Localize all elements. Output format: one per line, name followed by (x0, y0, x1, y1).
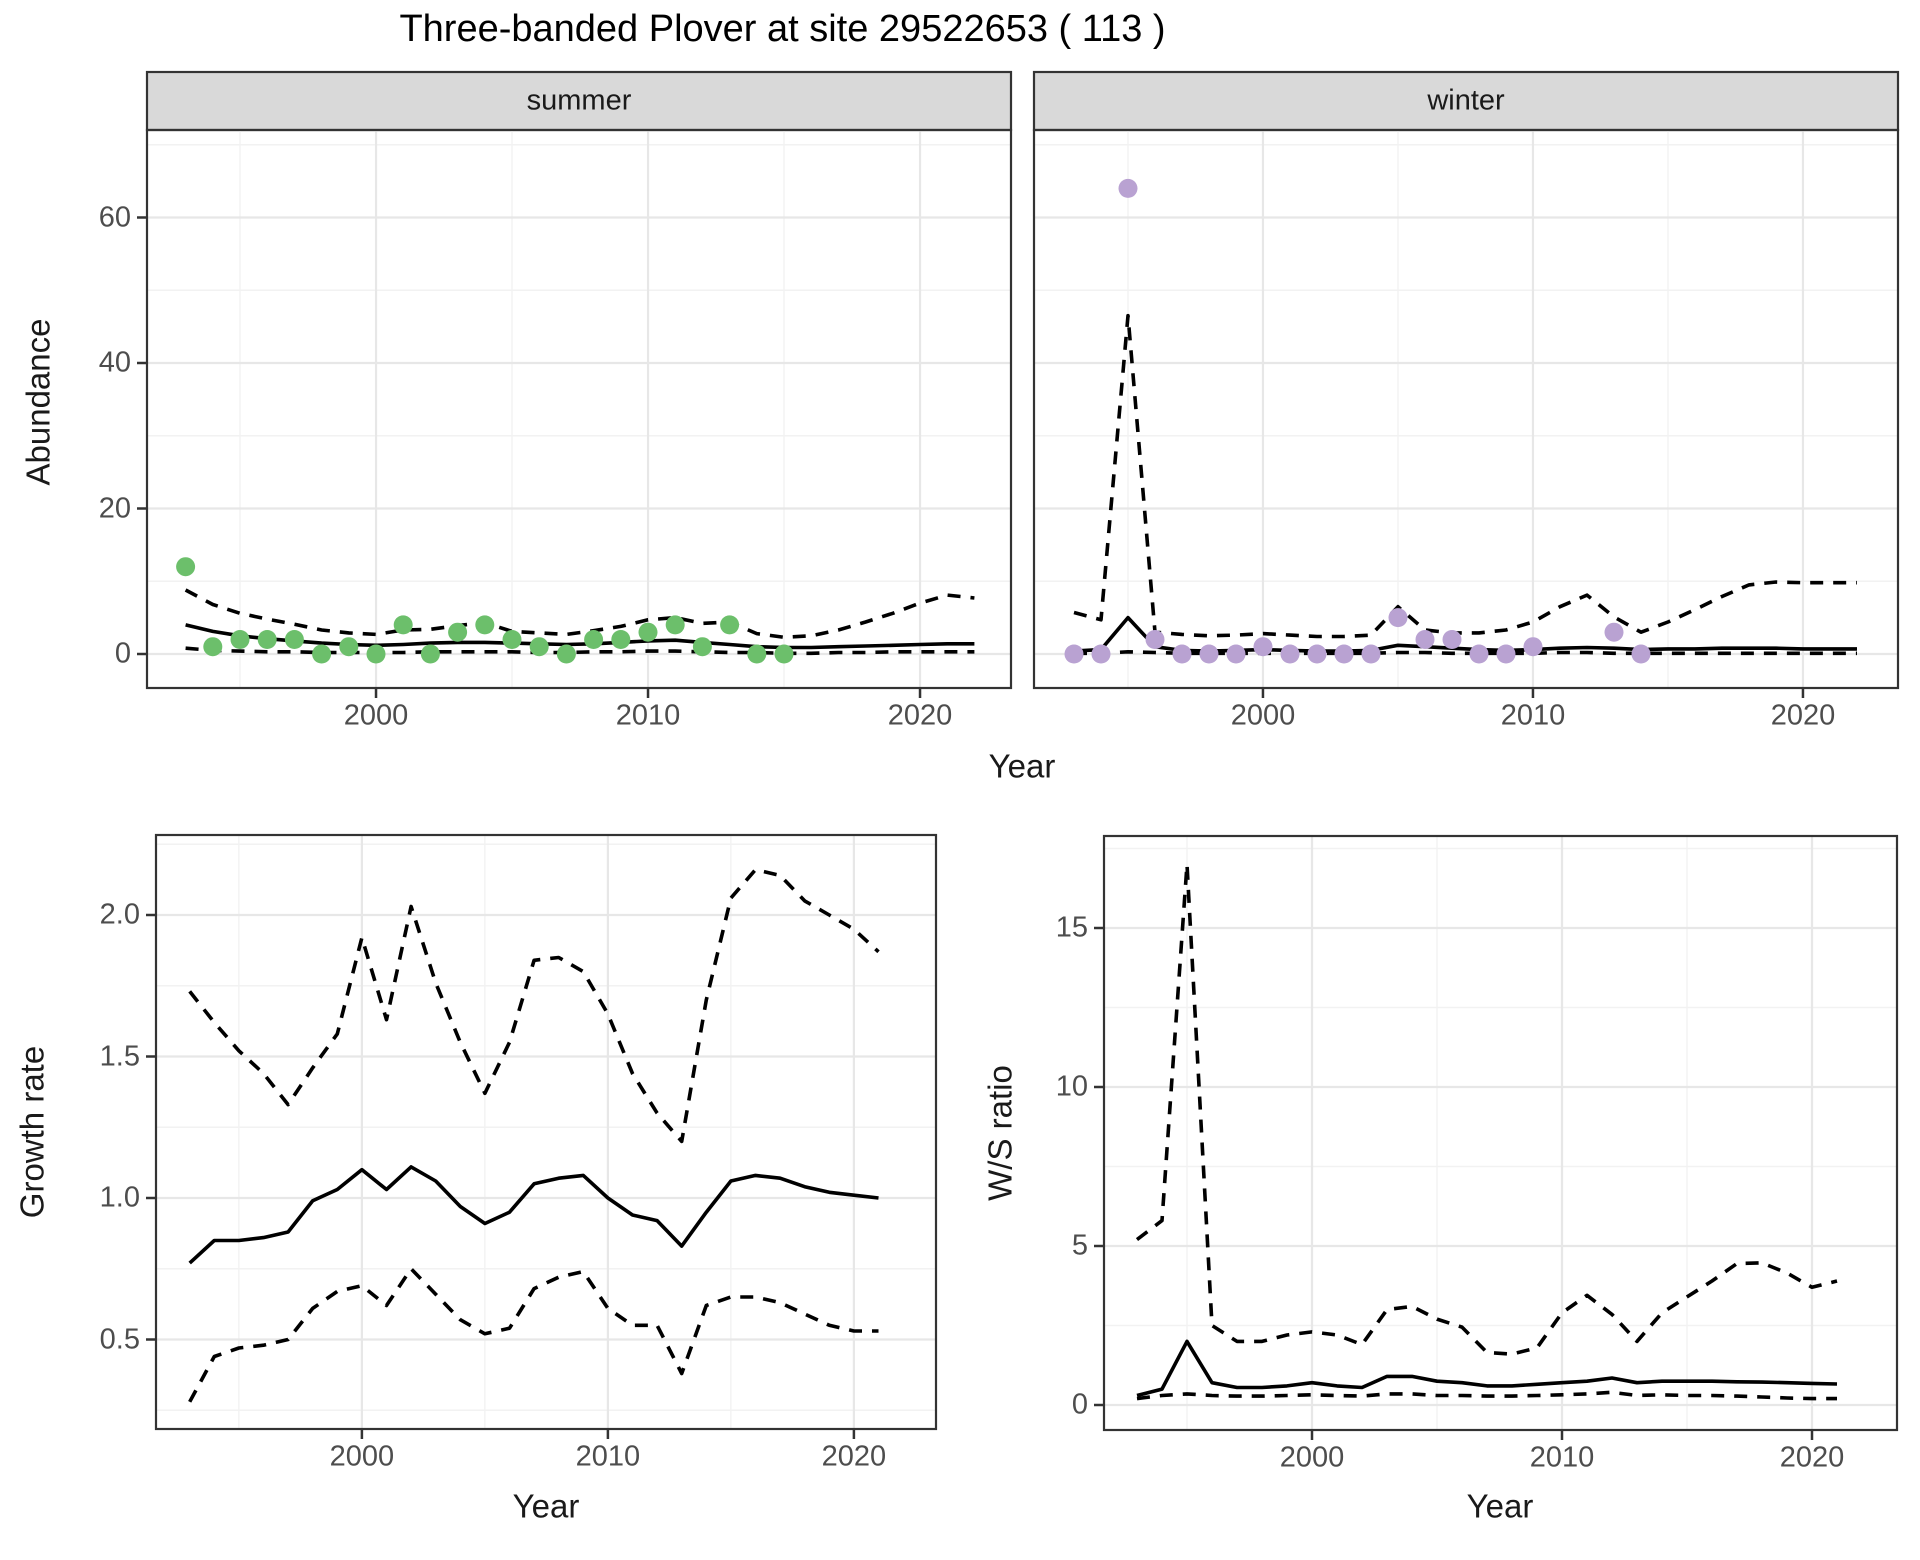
observation-point (230, 630, 250, 649)
observation-point (720, 615, 740, 635)
facet-strip-label-summer: summer (526, 84, 632, 117)
observation-point (1631, 644, 1651, 664)
y-tick-label: 1.5 (99, 1040, 140, 1072)
observation-point (1226, 644, 1246, 664)
observation-point (475, 615, 495, 635)
y-tick-label: 2.0 (99, 898, 140, 931)
observation-point (584, 630, 604, 649)
x-tick-label: 2020 (1779, 1441, 1845, 1474)
observation-point (747, 644, 767, 664)
observation-point (366, 644, 386, 664)
facet-strip (145, 70, 1013, 132)
y-axis-title-abundance: Abundance (19, 318, 57, 486)
observation-point (1523, 637, 1543, 657)
observation-point (1307, 644, 1327, 664)
ci-lower-line (188, 1267, 879, 1403)
y-tick-label: 40 (98, 346, 131, 379)
y-tick-label: 0 (114, 637, 131, 670)
observation-point (1604, 622, 1624, 642)
observation-point (638, 622, 658, 642)
observation-point (665, 615, 685, 635)
observation-point (529, 637, 549, 657)
observation-point (393, 615, 413, 635)
ci-lower-line (1074, 650, 1857, 656)
observation-point (611, 630, 631, 649)
x-tick-label: 2000 (1279, 1441, 1345, 1474)
observation-point (556, 644, 576, 664)
y-tick-label: 15 (1055, 911, 1088, 944)
observation-point (1253, 637, 1273, 657)
observation-point (1361, 644, 1381, 664)
ci-lower-line (185, 646, 975, 656)
observation-point (339, 637, 359, 657)
observation-point (1199, 644, 1219, 664)
facet-strip-label-winter: winter (1427, 84, 1505, 117)
observation-point (1334, 644, 1354, 664)
observation-point (1118, 178, 1138, 198)
ci-upper-line (184, 588, 975, 640)
x-tick-label: 2010 (575, 1440, 641, 1473)
observation-point (1064, 644, 1084, 664)
observation-point (1415, 630, 1435, 649)
observation-point (1442, 630, 1462, 649)
panel-border (1032, 128, 1900, 690)
observation-point (448, 622, 468, 642)
fit-line (188, 1165, 879, 1265)
x-axis-title-year-top: Year (988, 747, 1056, 785)
observation-point (176, 557, 196, 577)
ci-upper-line (1073, 313, 1857, 639)
observation-point (1280, 644, 1300, 664)
ci-upper-line (188, 867, 880, 1144)
y-tick-label: 5 (1071, 1229, 1088, 1262)
page-title: Three-banded Plover at site 29522653 ( 1… (399, 8, 1166, 50)
ci-upper-line (1135, 862, 1838, 1356)
observation-point (774, 644, 794, 664)
x-tick-label: 2000 (329, 1440, 395, 1473)
x-tick-label: 2020 (1770, 699, 1836, 732)
observation-point (312, 644, 332, 664)
y-tick-label: 10 (1055, 1070, 1088, 1103)
y-axis-title-growth-rate: Growth rate (13, 1045, 51, 1219)
x-tick-label: 2010 (1500, 699, 1566, 732)
observation-point (257, 630, 277, 649)
x-axis-title-year-ws: Year (1466, 1487, 1534, 1525)
y-tick-label: 60 (98, 201, 131, 233)
y-tick-label: 0.5 (99, 1323, 140, 1355)
observation-point (1172, 644, 1192, 664)
observation-point (1496, 644, 1516, 664)
x-tick-label: 2010 (1529, 1441, 1595, 1474)
fit-line (1073, 615, 1857, 653)
x-tick-label: 2020 (887, 699, 953, 732)
y-axis-title-ws-ratio: W/S ratio (981, 1065, 1019, 1201)
y-tick-label: 0 (1071, 1388, 1088, 1421)
ci-lower-line (1136, 1390, 1837, 1401)
fit-line (1136, 1339, 1838, 1398)
facet-strip (1032, 70, 1900, 132)
observation-point (1469, 644, 1489, 664)
observation-point (502, 630, 522, 649)
observation-point (692, 637, 712, 657)
observation-point (1091, 644, 1111, 664)
observation-point (203, 637, 223, 657)
y-tick-label: 20 (98, 492, 131, 524)
fit-line (185, 623, 975, 650)
observation-point (420, 644, 440, 664)
x-tick-label: 2000 (1230, 699, 1296, 732)
observation-point (284, 630, 304, 649)
x-axis-title-year-growth: Year (512, 1487, 580, 1525)
observation-point (1388, 608, 1408, 628)
y-tick-label: 1.0 (99, 1181, 140, 1214)
panel-border (1102, 834, 1899, 1432)
x-tick-label: 2020 (821, 1440, 887, 1473)
observation-point (1145, 630, 1165, 649)
panel-border (145, 128, 1013, 690)
x-tick-label: 2010 (615, 699, 681, 732)
panel-border (154, 833, 938, 1431)
x-tick-label: 2000 (343, 699, 409, 732)
